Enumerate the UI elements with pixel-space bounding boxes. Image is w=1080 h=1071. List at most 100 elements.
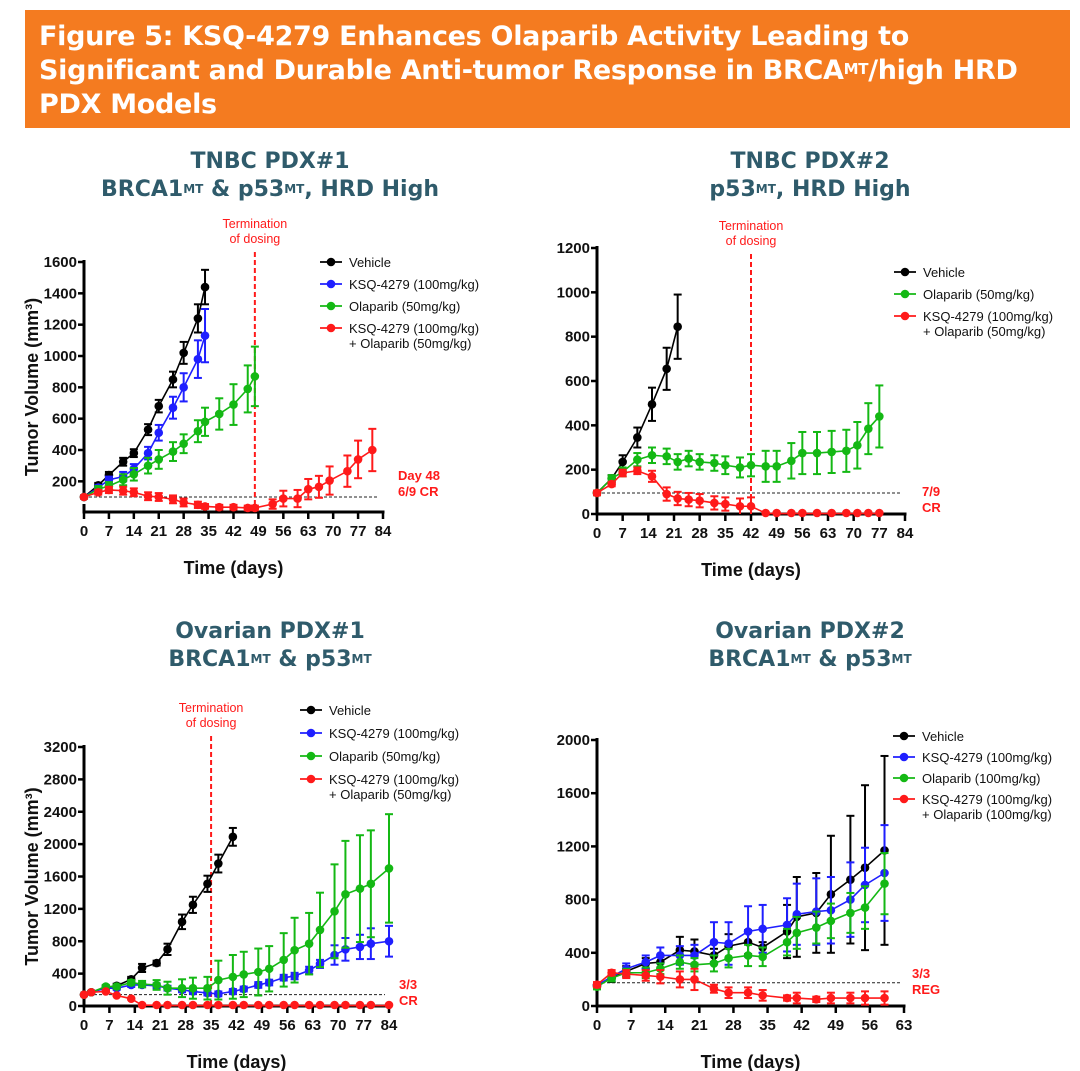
x-axis-label: Time (days) xyxy=(701,1052,801,1071)
data-point xyxy=(621,969,631,979)
data-point xyxy=(264,964,274,974)
y-tick-label: 400 xyxy=(52,442,77,459)
data-point xyxy=(355,1000,365,1010)
termination-label: Termination xyxy=(179,701,244,715)
x-tick-label: 63 xyxy=(820,525,837,542)
data-point xyxy=(228,832,238,842)
series-vehicle: Vehicle xyxy=(79,255,391,502)
data-point xyxy=(152,980,161,990)
data-point xyxy=(787,456,796,466)
data-point xyxy=(690,975,699,984)
data-point xyxy=(761,462,770,471)
data-point xyxy=(662,489,671,499)
x-tick-label: 84 xyxy=(381,1017,398,1034)
data-point xyxy=(314,482,324,492)
y-tick-label: 1600 xyxy=(44,869,77,886)
data-point xyxy=(154,492,164,502)
data-point xyxy=(93,488,103,497)
termination-label: Termination xyxy=(223,217,288,231)
data-point xyxy=(772,508,781,518)
legend-label: Vehicle xyxy=(923,265,965,280)
data-point xyxy=(684,454,693,463)
y-tick-label: 1000 xyxy=(557,284,590,301)
panel-tnbc-pdx2: TNBC PDX#2 p53MT, HRD High 0 200 400 600 800… xyxy=(540,140,1080,580)
x-tick-label: 0 xyxy=(593,1017,601,1034)
data-point xyxy=(782,937,792,947)
data-point xyxy=(104,485,114,495)
data-point xyxy=(101,987,111,996)
y-tick-label: 1400 xyxy=(44,285,77,302)
legend-label: Olaparib (50mg/kg) xyxy=(923,287,1034,302)
data-point xyxy=(710,498,719,508)
data-point xyxy=(673,322,682,331)
x-tick-label: 84 xyxy=(375,523,392,540)
data-point xyxy=(673,457,682,467)
termination-label: of dosing xyxy=(186,716,237,730)
data-point xyxy=(330,907,339,916)
legend-swatch-marker xyxy=(306,751,316,761)
panel-title-line-1: Ovarian PDX#2 xyxy=(715,619,905,644)
response-label: CR xyxy=(922,500,941,515)
data-point xyxy=(179,439,188,449)
data-point xyxy=(154,401,164,411)
data-point xyxy=(118,475,128,485)
data-point xyxy=(875,508,884,518)
data-point xyxy=(154,428,164,438)
data-point xyxy=(152,1000,161,1010)
data-point xyxy=(279,494,288,503)
response-label: REG xyxy=(912,982,940,997)
data-point xyxy=(724,939,733,948)
data-point xyxy=(243,503,253,513)
tumor-volume-chart: 200 400 600 800 1000 1200 1400 1600 0 7 14 21 28 35 42… xyxy=(22,217,479,578)
data-point xyxy=(177,1000,187,1010)
x-tick-label: 28 xyxy=(175,523,192,540)
data-point xyxy=(168,447,178,456)
panel-title: TNBC PDX#1 BRCA1MT & p53MT, HRD High xyxy=(0,148,540,204)
data-point xyxy=(782,920,792,930)
x-tick-label: 14 xyxy=(125,523,142,540)
legend-label: Olaparib (100mg/kg) xyxy=(922,771,1041,786)
data-point xyxy=(250,503,260,513)
panel-title-line-1: TNBC PDX#1 xyxy=(190,149,350,174)
data-point xyxy=(695,457,704,467)
y-tick-label: 1600 xyxy=(44,254,77,271)
data-point xyxy=(315,1000,325,1010)
data-point xyxy=(656,951,665,960)
data-point xyxy=(137,1000,147,1010)
x-tick-label: 7 xyxy=(105,1017,113,1034)
panel-title-line-2: p53MT, HRD High xyxy=(709,177,911,202)
x-tick-label: 0 xyxy=(80,523,88,540)
data-point xyxy=(709,984,719,994)
legend-label: KSQ-4279 (100mg/kg) xyxy=(922,750,1052,765)
termination-label: of dosing xyxy=(229,232,280,246)
data-point xyxy=(179,348,188,358)
legend-swatch-marker xyxy=(326,279,336,289)
x-tick-label: 7 xyxy=(105,523,113,540)
data-point xyxy=(168,375,178,384)
figure-title-banner: Figure 5: KSQ-4279 Enhances Olaparib Act… xyxy=(25,10,1070,128)
y-tick-label: 400 xyxy=(565,417,590,434)
data-point xyxy=(827,447,836,457)
x-tick-label: 42 xyxy=(743,525,760,542)
data-point xyxy=(193,426,203,436)
x-tick-label: 35 xyxy=(717,525,734,542)
legend-swatch-marker xyxy=(306,728,316,738)
data-point xyxy=(203,1000,212,1010)
data-point xyxy=(188,1000,198,1010)
figure-title-line-1: Figure 5: KSQ-4279 Enhances Olaparib Act… xyxy=(39,21,909,52)
data-point xyxy=(592,488,602,498)
legend-label: + Olaparib (100mg/kg) xyxy=(922,807,1052,822)
legend-swatch-marker xyxy=(326,257,336,267)
data-point xyxy=(860,993,870,1003)
series-line xyxy=(596,872,885,987)
data-point xyxy=(188,900,198,910)
data-point xyxy=(798,448,807,458)
x-axis-label: Time (days) xyxy=(701,560,801,580)
data-point xyxy=(168,495,178,504)
termination-label: Termination xyxy=(719,219,784,233)
data-point xyxy=(618,457,627,467)
data-point xyxy=(880,879,889,888)
data-point xyxy=(355,884,365,893)
data-point xyxy=(193,500,203,510)
series-vehicle: Vehicle xyxy=(79,703,371,999)
